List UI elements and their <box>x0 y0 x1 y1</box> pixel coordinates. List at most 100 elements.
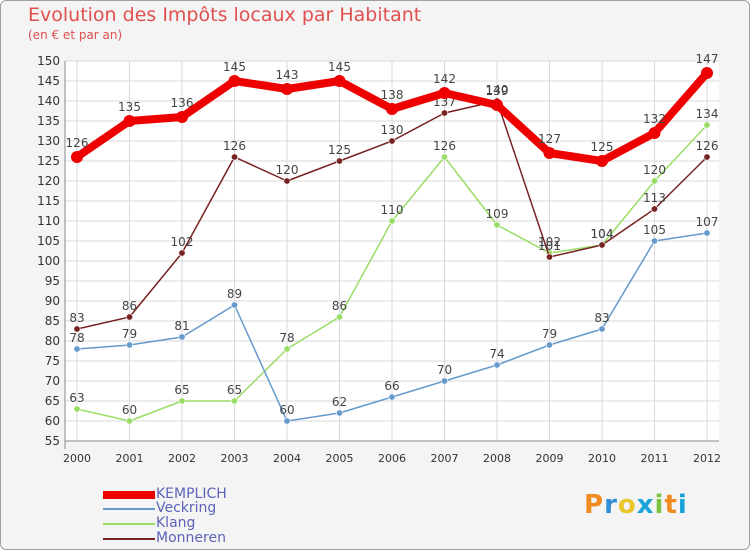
data-label-klang: 126 <box>433 139 456 153</box>
data-label-veckring: 60 <box>279 403 294 417</box>
data-label-klang: 109 <box>486 207 509 221</box>
chart-title: Evolution des Impôts locaux par Habitant <box>28 4 422 26</box>
data-point-veckring <box>126 341 134 349</box>
data-point-klang <box>231 397 239 405</box>
data-point-monneren <box>650 205 658 213</box>
legend-swatch <box>103 523 155 525</box>
data-label-klang: 63 <box>69 391 84 405</box>
data-point-veckring <box>703 229 711 237</box>
data-point-kemplich <box>491 99 503 111</box>
data-label-klang: 110 <box>381 203 404 217</box>
y-tick-label: 90 <box>45 294 60 308</box>
data-label-klang: 120 <box>643 163 666 177</box>
data-label-klang: 60 <box>122 403 137 417</box>
data-point-kemplich <box>701 67 713 79</box>
data-point-monneren <box>178 249 186 257</box>
data-label-monneren: 125 <box>328 143 351 157</box>
x-tick-label: 2012 <box>693 452 721 465</box>
x-tick-label: 2005 <box>326 452 354 465</box>
data-label-veckring: 79 <box>542 327 557 341</box>
data-label-kemplich: 138 <box>381 88 404 102</box>
x-tick-label: 2011 <box>641 452 669 465</box>
data-point-veckring <box>545 341 553 349</box>
data-label-veckring: 79 <box>122 327 137 341</box>
y-tick-label: 80 <box>45 334 60 348</box>
y-tick-label: 65 <box>45 394 60 408</box>
data-label-monneren: 126 <box>696 139 719 153</box>
data-point-kemplich <box>71 151 83 163</box>
data-point-monneren <box>126 313 134 321</box>
data-point-kemplich <box>176 111 188 123</box>
data-point-monneren <box>73 325 81 333</box>
data-label-kemplich: 127 <box>538 132 561 146</box>
data-point-klang <box>178 397 186 405</box>
data-point-kemplich <box>333 75 346 87</box>
data-label-kemplich: 135 <box>118 100 141 114</box>
data-point-kemplich <box>438 87 451 99</box>
data-point-veckring <box>73 345 81 353</box>
data-label-kemplich: 126 <box>66 136 89 150</box>
data-label-klang: 134 <box>696 107 719 121</box>
data-label-monneren: 102 <box>171 235 194 249</box>
chart-subtitle: (en € et par an) <box>28 28 123 42</box>
data-point-kemplich <box>596 155 608 167</box>
data-point-monneren <box>335 157 343 165</box>
data-label-monneren: 101 <box>538 239 561 253</box>
data-point-klang <box>703 121 711 129</box>
data-label-kemplich: 145 <box>223 60 246 74</box>
y-tick-label: 105 <box>37 234 60 248</box>
y-tick-label: 100 <box>37 254 60 268</box>
y-tick-label: 85 <box>45 314 60 328</box>
y-tick-label: 150 <box>37 54 60 68</box>
data-label-kemplich: 136 <box>171 96 194 110</box>
data-point-klang <box>283 345 291 353</box>
data-point-kemplich <box>281 83 293 95</box>
data-label-kemplich: 147 <box>696 52 719 66</box>
data-point-veckring <box>650 237 658 245</box>
data-label-kemplich: 145 <box>328 60 351 74</box>
data-point-kemplich <box>543 147 556 159</box>
data-point-kemplich <box>386 103 398 115</box>
data-label-veckring: 83 <box>594 311 609 325</box>
data-label-monneren: 140 <box>486 83 509 97</box>
x-tick-label: 2010 <box>588 452 616 465</box>
data-point-monneren <box>231 153 239 161</box>
data-label-klang: 86 <box>332 299 347 313</box>
data-label-monneren: 83 <box>69 311 84 325</box>
y-tick-label: 145 <box>37 74 60 88</box>
data-point-veckring <box>231 301 239 309</box>
data-label-veckring: 66 <box>384 379 399 393</box>
data-label-veckring: 105 <box>643 223 666 237</box>
data-point-veckring <box>493 361 501 369</box>
x-tick-label: 2007 <box>431 452 459 465</box>
x-tick-label: 2004 <box>273 452 301 465</box>
data-point-monneren <box>388 137 396 145</box>
y-tick-label: 60 <box>45 414 60 428</box>
data-point-klang <box>335 313 343 321</box>
legend-swatch <box>103 508 155 510</box>
data-point-klang <box>493 221 501 229</box>
legend-label: Monneren <box>156 530 226 546</box>
data-label-kemplich: 143 <box>276 68 299 82</box>
data-label-veckring: 107 <box>696 215 719 229</box>
x-tick-label: 2000 <box>63 452 91 465</box>
proxiti-logo: Proxiti <box>584 490 688 520</box>
data-point-monneren <box>703 153 711 161</box>
data-label-veckring: 81 <box>174 319 189 333</box>
x-tick-label: 2006 <box>378 452 406 465</box>
data-label-veckring: 70 <box>437 363 452 377</box>
data-point-veckring <box>283 417 291 425</box>
data-label-klang: 104 <box>591 227 614 241</box>
y-tick-label: 70 <box>45 374 60 388</box>
y-tick-label: 75 <box>45 354 60 368</box>
y-tick-label: 130 <box>37 134 60 148</box>
y-tick-label: 55 <box>45 434 60 448</box>
data-label-klang: 65 <box>174 383 189 397</box>
data-point-monneren <box>598 241 606 249</box>
y-tick-label: 115 <box>37 194 60 208</box>
data-point-klang <box>440 153 448 161</box>
y-tick-label: 140 <box>37 94 60 108</box>
data-label-veckring: 74 <box>489 347 504 361</box>
